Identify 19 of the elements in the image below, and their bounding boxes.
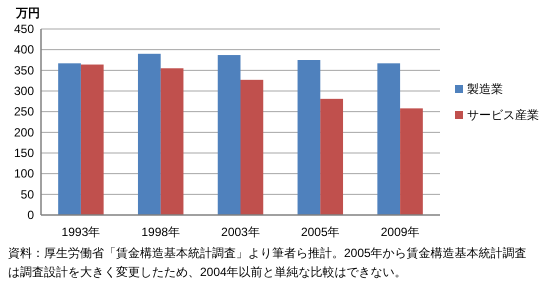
y-tick-label: 300 xyxy=(14,84,34,98)
y-tick-label: 50 xyxy=(20,187,34,202)
x-tick-label: 2009年 xyxy=(380,225,420,239)
y-tick-label: 350 xyxy=(14,63,34,78)
x-tick-label: 2003年 xyxy=(221,225,260,239)
y-axis-title: 万円 xyxy=(15,6,40,20)
y-tick-label: 150 xyxy=(14,146,34,160)
x-tick-label: 1998年 xyxy=(141,225,180,239)
y-tick-label: 250 xyxy=(14,104,34,119)
y-tick-label: 450 xyxy=(14,22,34,36)
x-tick-label: 2005年 xyxy=(300,225,340,239)
y-tick-label: 200 xyxy=(14,125,34,140)
y-tick-label: 0 xyxy=(27,208,34,222)
y-tick-label: 100 xyxy=(14,166,34,181)
x-tick-label: 1993年 xyxy=(62,225,100,239)
text: 資料：厚生労働省「賃金構造基本統計調査」より筆者ら推計。2005年から賃金構造基本統計調査は調査設計を大きく変更したため、2004年以前と単純な比較はできない。 xyxy=(8,245,528,281)
legend-label: 製造業 xyxy=(467,82,503,96)
y-tick-label: 400 xyxy=(14,42,34,57)
legend-label: サービス産業 xyxy=(467,108,539,122)
